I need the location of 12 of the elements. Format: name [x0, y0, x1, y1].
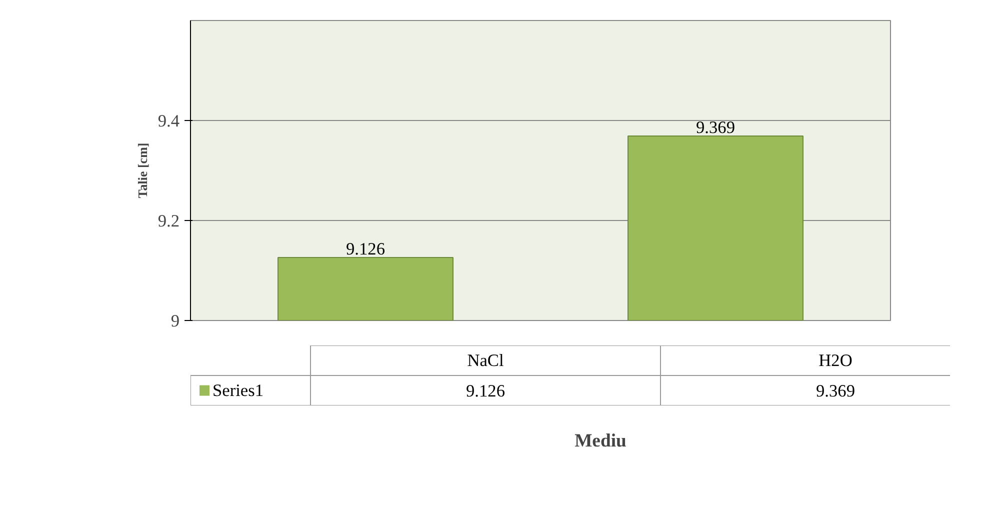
x-axis-title: Mediu — [574, 430, 626, 452]
data-label: 9.369 — [696, 118, 736, 137]
y-tick-label: 9.4 — [158, 112, 180, 130]
data-label: 9.126 — [346, 240, 386, 258]
y-axis-title: Talie [cm] — [134, 142, 150, 198]
x-tick-label: H2O — [818, 351, 852, 370]
x-tick-label: NaCl — [467, 351, 504, 370]
y-tick-label: 9 — [170, 312, 180, 330]
y-tick-label: 9.2 — [158, 212, 180, 230]
legend-label: Series1 — [212, 381, 264, 400]
text: 9.369 — [816, 382, 856, 400]
text: 9.126 — [466, 382, 506, 400]
